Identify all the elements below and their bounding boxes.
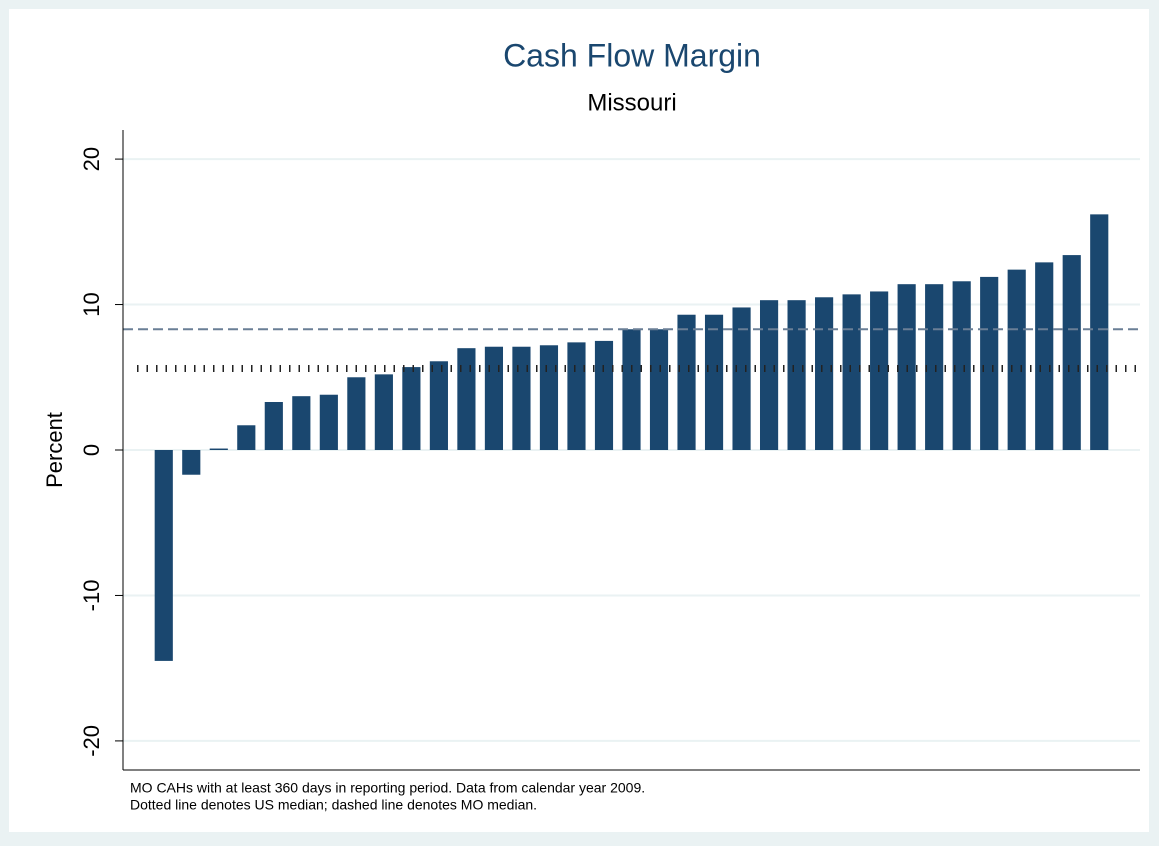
bar (677, 314, 696, 450)
bar (182, 450, 201, 475)
bar (732, 307, 751, 450)
y-tick-label: 20 (79, 147, 104, 171)
bar (402, 367, 421, 450)
bar (594, 340, 614, 450)
bar (457, 348, 476, 450)
chart-subtitle: Missouri (587, 89, 676, 116)
y-tick-label: 0 (79, 444, 104, 456)
bar (925, 284, 944, 450)
bar (567, 342, 586, 450)
bar (815, 297, 834, 450)
bar (539, 345, 559, 450)
bar (842, 294, 861, 450)
bar (154, 450, 173, 661)
bar (649, 329, 669, 450)
note: MO CAHs with at least 360 days in report… (130, 780, 645, 796)
bar (1062, 255, 1081, 450)
bar (1007, 269, 1026, 450)
bar (952, 281, 971, 450)
y-tick-label: 10 (79, 292, 104, 316)
bar (209, 448, 228, 450)
bar (704, 314, 724, 450)
bar (319, 394, 338, 450)
bar (622, 329, 641, 450)
note: Dotted line denotes US median; dashed li… (130, 797, 537, 813)
bar (237, 425, 256, 450)
bar (759, 300, 779, 450)
bar (512, 346, 531, 450)
bar (1090, 214, 1109, 450)
bar (374, 374, 393, 450)
bar (1035, 262, 1054, 450)
bar (980, 276, 999, 450)
y-tick-label: -10 (79, 580, 104, 612)
bar (484, 346, 504, 450)
y-tick-label: -20 (79, 725, 104, 757)
bar (264, 402, 283, 450)
bar (787, 300, 806, 450)
bar (292, 396, 311, 450)
chart-title: Cash Flow Margin (503, 37, 761, 73)
y-axis-label: Percent (42, 412, 67, 488)
bar (429, 361, 448, 450)
bar (347, 377, 366, 450)
